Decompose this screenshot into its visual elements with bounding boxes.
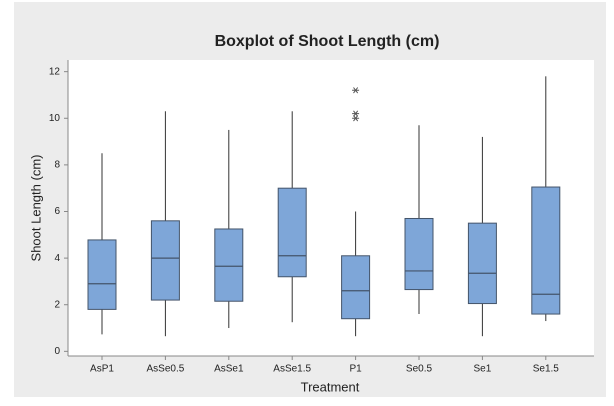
box [341, 255, 371, 320]
box [467, 222, 497, 305]
chart-title: Boxplot of Shoot Length (cm) [215, 33, 440, 50]
box [404, 217, 434, 291]
outlier [352, 115, 360, 122]
outlier [352, 110, 360, 117]
y-tick-label: 0 [54, 346, 60, 357]
box [531, 186, 561, 315]
y-tick-label: 10 [49, 113, 61, 124]
plot-area [68, 60, 594, 356]
x-axis-label: Treatment [301, 379, 360, 394]
outlier [352, 87, 360, 94]
y-axis-label: Shoot Length (cm) [28, 155, 43, 262]
y-tick-label: 6 [54, 206, 60, 217]
box [150, 220, 180, 301]
box [214, 228, 244, 302]
y-tick-label: 4 [54, 253, 60, 264]
x-tick-label: AsSe0.5 [146, 364, 184, 375]
x-tick-label: Se0.5 [406, 364, 433, 375]
y-tick-label: 2 [54, 299, 60, 310]
x-tick-label: Se1.5 [533, 364, 560, 375]
y-tick-label: 12 [49, 66, 61, 77]
box [277, 187, 307, 278]
x-tick-label: P1 [349, 364, 362, 375]
x-tick-label: AsSe1 [214, 364, 244, 375]
y-tick-label: 8 [54, 160, 60, 171]
x-tick-label: AsSe1.5 [273, 364, 311, 375]
x-tick-label: AsP1 [90, 364, 114, 375]
x-tick-label: Se1 [474, 364, 492, 375]
box [87, 239, 117, 310]
